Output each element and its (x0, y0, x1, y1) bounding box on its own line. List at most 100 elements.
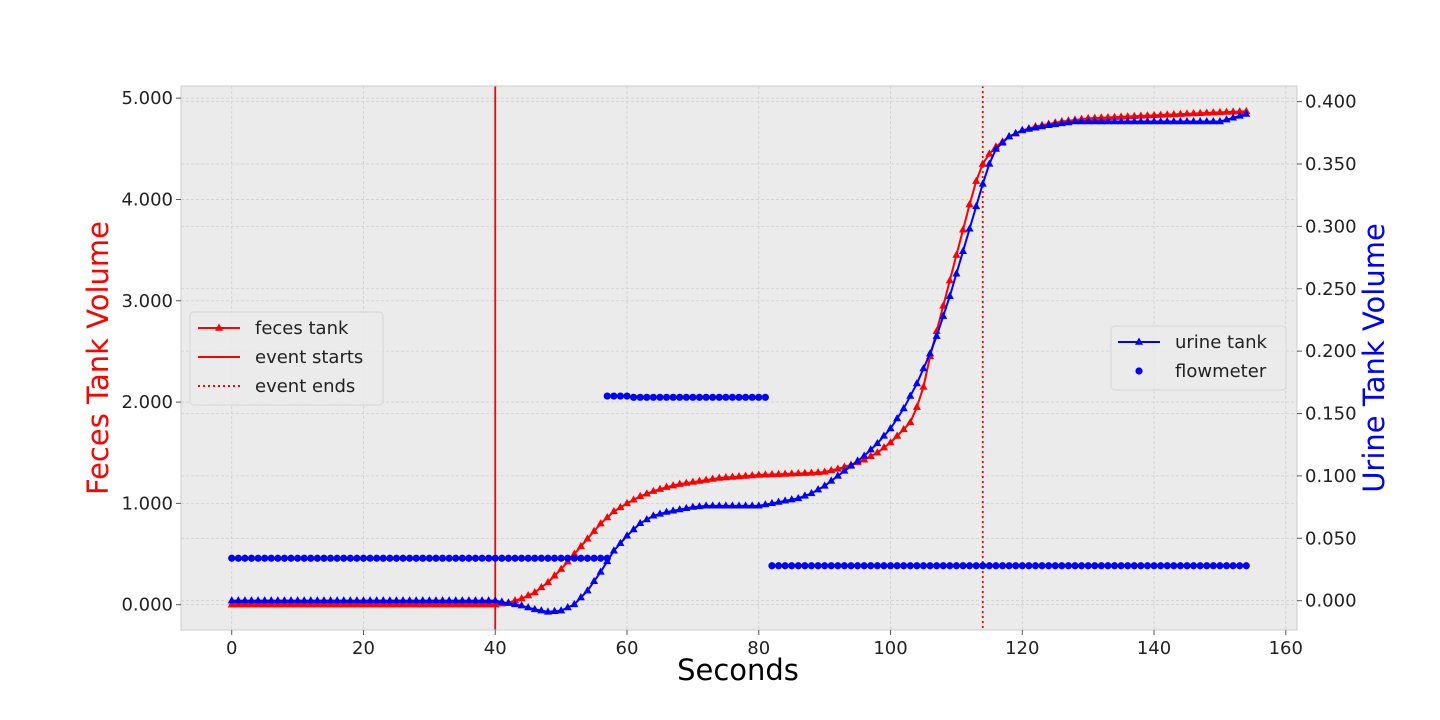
feces-tank-point (642, 489, 651, 497)
feces-tank-point (1143, 111, 1152, 119)
feces-tank-point (840, 462, 849, 470)
feces-tank-point (860, 455, 869, 463)
feces-tank-point (517, 594, 526, 602)
flowmeter-point (853, 562, 862, 570)
flowmeter-point (946, 562, 954, 570)
flowmeter-point (425, 554, 433, 562)
feces-tank-point (728, 472, 737, 480)
feces-tank-point (1229, 107, 1238, 115)
flowmeter-point (1045, 562, 1053, 570)
urine-tank-point (721, 501, 730, 509)
urine-tank-point (366, 596, 375, 604)
flowmeter-point (1216, 562, 1224, 570)
urine-tank-point (702, 501, 711, 509)
flowmeter-point (577, 554, 585, 562)
flowmeter-point (373, 554, 381, 562)
flowmeter-point (1058, 562, 1066, 570)
right-y-tick-label: 0.350 (1305, 154, 1357, 175)
flowmeter-point (1110, 562, 1119, 570)
urine-tank-point (629, 525, 638, 533)
flowmeter-point (307, 554, 315, 562)
flowmeter-point (379, 554, 387, 562)
flowmeter-point (340, 554, 348, 562)
urine-tank-point (807, 488, 816, 497)
flowmeter-point (485, 554, 493, 562)
urine-tank-point (958, 246, 968, 255)
flowmeter-point (478, 554, 486, 562)
feces-tank-point (550, 571, 559, 579)
urine-tank-point (972, 201, 981, 210)
feces-tank-point (662, 482, 671, 490)
flowmeter-point (636, 393, 644, 401)
urine-tank-point (557, 606, 566, 614)
right-y-tick-label: 0.200 (1305, 341, 1357, 362)
feces-tank-point (240, 600, 249, 608)
feces-tank-point (958, 225, 968, 233)
flowmeter-point (1137, 562, 1145, 570)
flowmeter-point (399, 554, 407, 562)
flowmeter-point (906, 562, 914, 570)
urine-tank-point (405, 596, 414, 604)
urine-tank-point (379, 596, 388, 604)
flowmeter-point (873, 562, 881, 570)
flowmeter-point (1150, 562, 1158, 570)
feces-tank-point (286, 600, 296, 608)
flowmeter-point (517, 554, 526, 562)
urine-tank-point (978, 179, 987, 187)
flowmeter-point (504, 554, 513, 562)
flowmeter-point (965, 562, 974, 570)
x-tick-label: 40 (484, 638, 507, 659)
flowmeter-point (274, 554, 282, 562)
feces-tank-point (629, 495, 638, 503)
flowmeter-point (992, 562, 1000, 570)
urine-tank-point (761, 500, 770, 508)
urine-tank-point (254, 596, 263, 604)
urine-tank-point (1196, 117, 1205, 125)
flowmeter-point (1025, 562, 1033, 570)
feces-tank-point (767, 469, 776, 478)
flowmeter-point (320, 554, 328, 562)
flowmeter-point (1242, 562, 1250, 570)
urine-tank-point (866, 445, 875, 453)
flowmeter-point (794, 562, 802, 570)
urine-tank-point (392, 596, 401, 604)
feces-tank-point (1169, 109, 1178, 118)
feces-tank-point (346, 600, 355, 608)
feces-tank-point (1117, 112, 1126, 120)
flowmeter-point (1222, 562, 1231, 570)
feces-tank-point (1123, 112, 1132, 120)
flowmeter-point (386, 554, 394, 562)
flowmeter-point (748, 393, 756, 401)
flowmeter-point (406, 554, 414, 562)
right-y-tick-label: 0.250 (1305, 279, 1357, 300)
flowmeter-point (939, 562, 947, 570)
feces-tank-point (774, 469, 783, 477)
urine-tank-point (1235, 111, 1244, 119)
urine-tank-point (1136, 117, 1145, 125)
flowmeter-point (353, 554, 361, 562)
flowmeter-point (682, 393, 690, 401)
urine-tank-point (1169, 117, 1178, 125)
flowmeter-point (228, 554, 236, 562)
feces-tank-point (392, 600, 401, 608)
flowmeter-point (452, 554, 460, 562)
urine-tank-point (504, 598, 513, 606)
flowmeter-point (669, 393, 677, 401)
urine-tank-point (1097, 117, 1106, 125)
urine-tank-point (622, 531, 632, 539)
urine-tank-point (464, 596, 473, 604)
feces-tank-point (721, 473, 730, 481)
urine-tank-point (787, 495, 796, 503)
legend-flowmeter-label: flowmeter (1175, 361, 1267, 382)
x-tick-label: 100 (873, 638, 907, 659)
urine-tank-point (781, 496, 790, 504)
urine-tank-point (939, 311, 948, 319)
feces-tank-point (313, 600, 322, 608)
feces-tank-point (537, 582, 546, 591)
feces-tank-point (906, 417, 915, 426)
urine-tank-point (1123, 117, 1132, 125)
flowmeter-point (1084, 562, 1092, 570)
urine-tank-point (339, 596, 348, 604)
feces-tank-point (247, 600, 256, 608)
feces-tank-point (866, 451, 875, 459)
